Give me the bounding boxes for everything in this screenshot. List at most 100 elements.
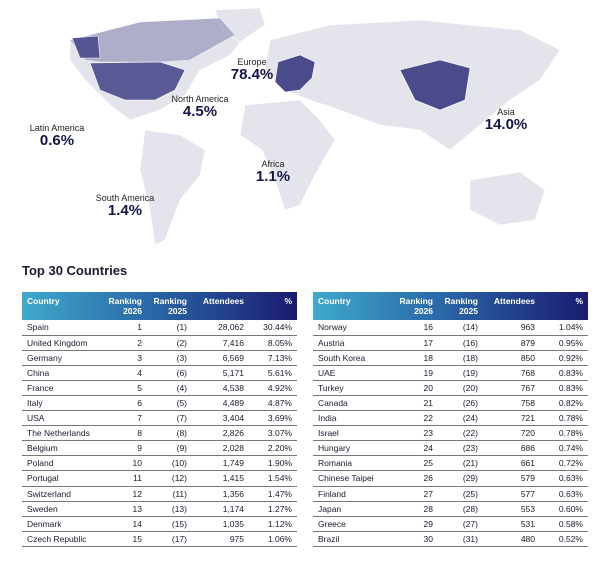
cell-percent: 1.54% bbox=[249, 470, 297, 487]
alaska-highlight bbox=[71, 35, 101, 59]
region-label-asia: Asia 14.0% bbox=[485, 107, 528, 133]
cell-attendees: 7,416 bbox=[192, 335, 249, 351]
cell-percent: 1.90% bbox=[249, 455, 297, 472]
region-percent: 1.1% bbox=[255, 168, 291, 185]
col-rank-2026: Ranking 2026 bbox=[108, 296, 142, 316]
cell-country: South Korea bbox=[313, 350, 393, 366]
cell-country: Chinese Taipei bbox=[313, 470, 393, 487]
region-percent: 1.4% bbox=[107, 202, 143, 219]
cell-rank-2025: (9) bbox=[147, 440, 192, 457]
cell-percent: 4.92% bbox=[249, 380, 297, 396]
cell-rank-2026: 8 bbox=[102, 425, 147, 442]
col-attendees: Attendees bbox=[202, 296, 244, 306]
region-percent: 4.5% bbox=[182, 103, 218, 120]
cell-country: France bbox=[22, 380, 102, 396]
cell-country: United Kingdom bbox=[22, 335, 102, 351]
cell-percent: 2.20% bbox=[249, 440, 297, 457]
cell-rank-2025: (7) bbox=[147, 410, 192, 427]
cell-rank-2026: 28 bbox=[393, 501, 438, 517]
cell-attendees: 720 bbox=[483, 425, 540, 442]
table-row: Sweden 13 (13) 1,174 1.27% bbox=[22, 501, 297, 517]
cell-percent: 0.78% bbox=[540, 410, 588, 427]
cell-attendees: 579 bbox=[483, 470, 540, 487]
cell-country: Italy bbox=[22, 395, 102, 412]
cell-percent: 0.83% bbox=[540, 365, 588, 381]
region-label-south-america: South America 1.4% bbox=[96, 193, 155, 219]
cell-country: Japan bbox=[313, 501, 393, 517]
cell-country: Hungary bbox=[313, 440, 393, 457]
cell-percent: 1.12% bbox=[249, 516, 297, 532]
section-title: Top 30 Countries bbox=[22, 263, 128, 278]
cell-rank-2025: (1) bbox=[147, 320, 192, 336]
region-name: Africa bbox=[261, 159, 285, 169]
cell-country: Belgium bbox=[22, 440, 102, 457]
table-row: France 5 (4) 4,538 4.92% bbox=[22, 380, 297, 396]
cell-attendees: 480 bbox=[483, 531, 540, 547]
table-header: Country Ranking 2026 Ranking 2025 Attend… bbox=[22, 292, 297, 320]
table-row: Germany 3 (3) 6,569 7.13% bbox=[22, 350, 297, 366]
cell-rank-2026: 13 bbox=[102, 501, 147, 517]
cell-rank-2025: (27) bbox=[438, 516, 483, 532]
table-row: United Kingdom 2 (2) 7,416 8.05% bbox=[22, 335, 297, 351]
cell-percent: 3.07% bbox=[249, 425, 297, 442]
cell-percent: 1.47% bbox=[249, 486, 297, 502]
col-country: Country bbox=[27, 296, 60, 306]
cell-attendees: 686 bbox=[483, 440, 540, 457]
table-row: Portugal 11 (12) 1,415 1.54% bbox=[22, 470, 297, 487]
col-percent: % bbox=[575, 296, 583, 306]
cell-rank-2025: (8) bbox=[147, 425, 192, 442]
canada-highlight bbox=[69, 17, 236, 63]
cell-rank-2026: 4 bbox=[102, 365, 147, 381]
cell-rank-2025: (12) bbox=[147, 470, 192, 487]
cell-country: India bbox=[313, 410, 393, 427]
cell-percent: 1.06% bbox=[249, 531, 297, 547]
cell-rank-2025: (4) bbox=[147, 380, 192, 396]
cell-attendees: 553 bbox=[483, 501, 540, 517]
cell-percent: 3.69% bbox=[249, 410, 297, 427]
cell-rank-2025: (31) bbox=[438, 531, 483, 547]
cell-rank-2026: 16 bbox=[393, 320, 438, 336]
cell-country: USA bbox=[22, 410, 102, 427]
table-row: Czech Republic 15 (17) 975 1.06% bbox=[22, 531, 297, 547]
cell-rank-2026: 9 bbox=[102, 440, 147, 457]
south-america-landmass bbox=[139, 129, 206, 246]
table-row: Poland 10 (10) 1,749 1.90% bbox=[22, 455, 297, 472]
col-rank-2025: Ranking 2025 bbox=[153, 296, 187, 316]
cell-rank-2026: 24 bbox=[393, 440, 438, 457]
region-label-africa: Africa 1.1% bbox=[256, 159, 290, 185]
table-row: Israel 23 (22) 720 0.78% bbox=[313, 425, 588, 442]
table-row: Switzerland 12 (11) 1,356 1.47% bbox=[22, 486, 297, 502]
table-row: Hungary 24 (23) 686 0.74% bbox=[313, 440, 588, 457]
region-percent: 0.6% bbox=[39, 132, 75, 149]
cell-attendees: 3,404 bbox=[192, 410, 249, 427]
region-name: Asia bbox=[497, 107, 515, 117]
cell-country: Romania bbox=[313, 455, 393, 472]
cell-attendees: 767 bbox=[483, 380, 540, 396]
cell-rank-2026: 5 bbox=[102, 380, 147, 396]
cell-percent: 0.78% bbox=[540, 425, 588, 442]
cell-percent: 7.13% bbox=[249, 350, 297, 366]
col-percent: % bbox=[284, 296, 292, 306]
cell-percent: 30.44% bbox=[249, 320, 297, 336]
cell-percent: 0.74% bbox=[540, 440, 588, 457]
cell-country: China bbox=[22, 365, 102, 381]
cell-rank-2026: 18 bbox=[393, 350, 438, 366]
cell-rank-2026: 19 bbox=[393, 365, 438, 381]
cell-rank-2026: 21 bbox=[393, 395, 438, 412]
greenland-landmass bbox=[214, 7, 266, 43]
cell-percent: 0.92% bbox=[540, 350, 588, 366]
cell-attendees: 1,035 bbox=[192, 516, 249, 532]
cell-rank-2026: 20 bbox=[393, 380, 438, 396]
cell-attendees: 1,415 bbox=[192, 470, 249, 487]
cell-percent: 0.63% bbox=[540, 470, 588, 487]
table-row: Norway 16 (14) 963 1.04% bbox=[313, 320, 588, 336]
cell-country: Greece bbox=[313, 516, 393, 532]
region-name: South America bbox=[95, 193, 155, 203]
cell-rank-2026: 1 bbox=[102, 320, 147, 336]
cell-rank-2026: 12 bbox=[102, 486, 147, 502]
table-row: China 4 (6) 5,171 5.61% bbox=[22, 365, 297, 381]
cell-attendees: 4,538 bbox=[192, 380, 249, 396]
cell-rank-2025: (10) bbox=[147, 455, 192, 472]
table-row: Italy 6 (5) 4,489 4.87% bbox=[22, 395, 297, 412]
usa-highlight bbox=[89, 61, 186, 101]
